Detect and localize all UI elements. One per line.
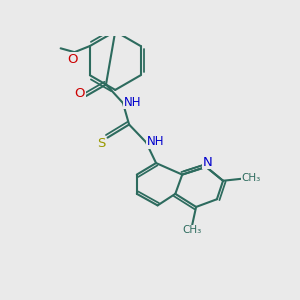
- Text: O: O: [75, 87, 85, 100]
- Text: CH₃: CH₃: [241, 173, 260, 184]
- Text: CH₃: CH₃: [183, 225, 202, 235]
- Text: N: N: [203, 156, 212, 169]
- Text: O: O: [68, 52, 78, 66]
- Text: NH: NH: [146, 135, 164, 148]
- Text: NH: NH: [123, 96, 141, 109]
- Text: S: S: [97, 137, 106, 150]
